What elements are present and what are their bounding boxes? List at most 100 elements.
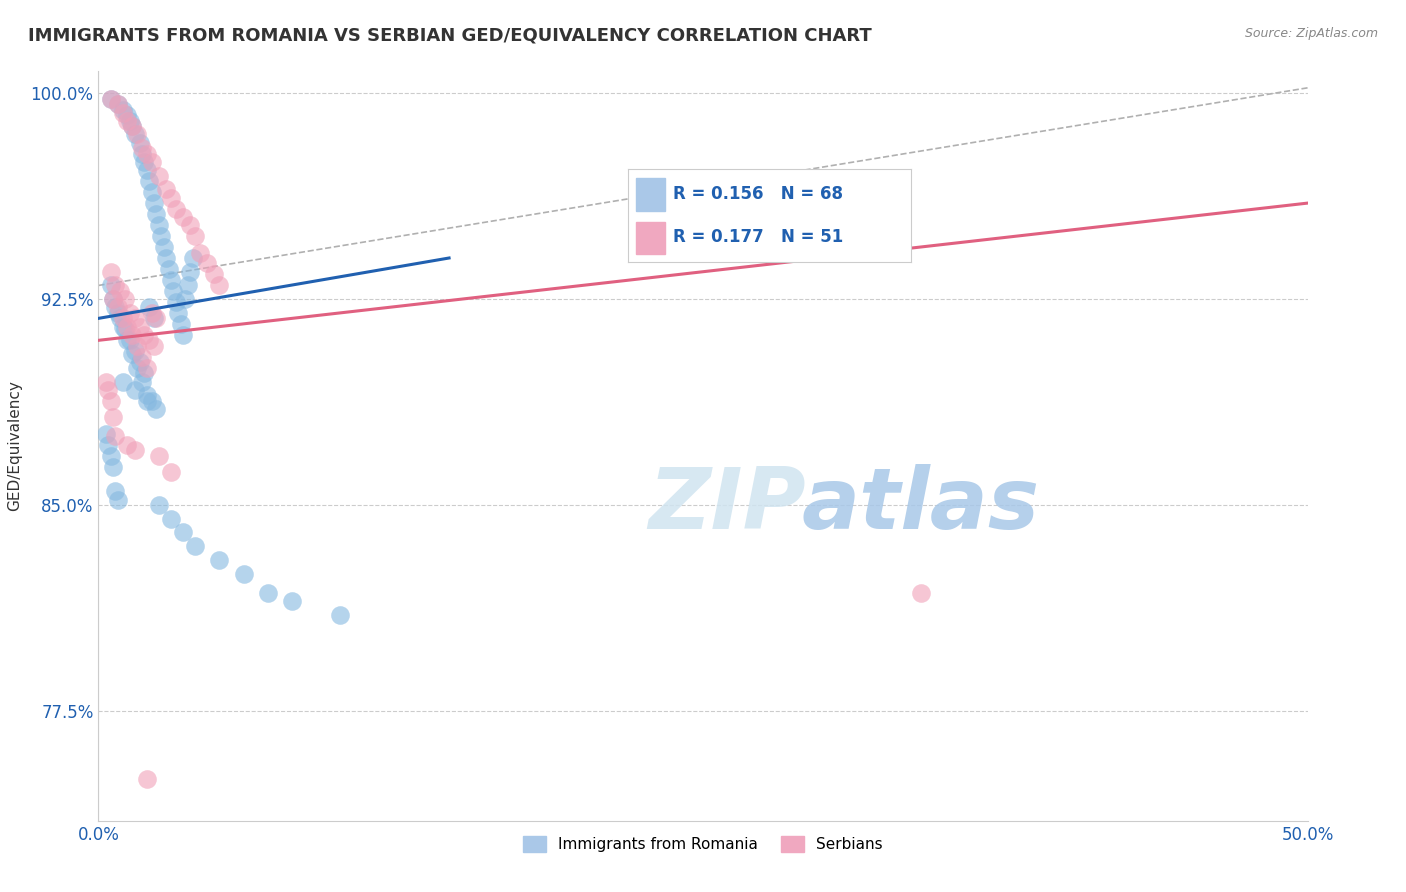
Legend: Immigrants from Romania, Serbians: Immigrants from Romania, Serbians xyxy=(517,830,889,858)
Point xyxy=(117,108,139,122)
Bar xyxy=(637,178,665,211)
Point xyxy=(94,375,117,389)
Point xyxy=(100,265,122,279)
Point xyxy=(134,155,156,169)
Point xyxy=(108,311,131,326)
Point xyxy=(160,191,183,205)
Text: atlas: atlas xyxy=(801,465,1039,548)
Point xyxy=(138,301,160,315)
Point xyxy=(101,459,124,474)
Text: R = 0.177   N = 51: R = 0.177 N = 51 xyxy=(673,228,844,246)
Point xyxy=(160,465,183,479)
Point xyxy=(148,498,170,512)
Point xyxy=(150,229,173,244)
Point xyxy=(143,339,166,353)
Point xyxy=(114,322,136,336)
Point xyxy=(135,393,157,408)
Point xyxy=(135,146,157,161)
Point xyxy=(124,383,146,397)
Point xyxy=(101,292,124,306)
Point xyxy=(141,185,163,199)
Point xyxy=(111,105,134,120)
Point xyxy=(141,393,163,408)
Point xyxy=(94,426,117,441)
Point xyxy=(184,539,207,553)
Point xyxy=(910,586,932,600)
Point xyxy=(195,256,218,270)
Text: R = 0.156   N = 68: R = 0.156 N = 68 xyxy=(673,185,844,202)
Point xyxy=(111,311,134,326)
Point xyxy=(188,245,211,260)
Point xyxy=(165,294,187,309)
Point xyxy=(148,218,170,232)
Point xyxy=(100,92,122,106)
Point xyxy=(160,512,183,526)
Point xyxy=(138,334,160,348)
Point xyxy=(135,163,157,178)
Point xyxy=(121,327,143,342)
Point xyxy=(232,566,254,581)
Point xyxy=(181,251,204,265)
Point xyxy=(134,327,156,342)
Point xyxy=(155,251,177,265)
Point xyxy=(128,319,150,334)
Point xyxy=(157,262,180,277)
Point xyxy=(155,182,177,196)
Point xyxy=(127,339,149,353)
Point xyxy=(117,113,139,128)
Point xyxy=(145,401,167,416)
Point xyxy=(111,375,134,389)
Point xyxy=(172,210,194,224)
Point xyxy=(131,350,153,364)
Point xyxy=(121,347,143,361)
Point xyxy=(97,383,120,397)
Point xyxy=(100,393,122,408)
Point xyxy=(111,103,134,117)
Point xyxy=(162,284,184,298)
Point xyxy=(114,292,136,306)
Point xyxy=(145,207,167,221)
Point xyxy=(152,240,174,254)
Point xyxy=(329,607,352,622)
Point xyxy=(104,484,127,499)
Text: Source: ZipAtlas.com: Source: ZipAtlas.com xyxy=(1244,27,1378,40)
Point xyxy=(145,311,167,326)
Point xyxy=(174,292,197,306)
Point xyxy=(121,120,143,134)
Point xyxy=(204,268,226,282)
Point xyxy=(160,273,183,287)
Point xyxy=(107,492,129,507)
Point xyxy=(117,319,139,334)
Point xyxy=(127,360,149,375)
Point xyxy=(281,594,304,608)
Point xyxy=(131,141,153,155)
Point xyxy=(134,366,156,380)
Point xyxy=(135,388,157,402)
Point xyxy=(104,301,127,315)
Point xyxy=(208,278,231,293)
Point xyxy=(172,327,194,342)
Point xyxy=(143,311,166,326)
Point xyxy=(124,311,146,326)
Point xyxy=(177,278,200,293)
Point xyxy=(208,553,231,567)
Point xyxy=(179,218,201,232)
Point xyxy=(135,360,157,375)
Point xyxy=(118,113,141,128)
Point xyxy=(184,229,207,244)
Point xyxy=(104,429,127,443)
Point xyxy=(107,97,129,112)
Point xyxy=(169,317,191,331)
Point xyxy=(138,174,160,188)
Text: ZIP: ZIP xyxy=(648,465,806,548)
Point xyxy=(135,772,157,787)
Point xyxy=(128,355,150,369)
Point xyxy=(107,97,129,112)
Point xyxy=(118,334,141,348)
Point xyxy=(107,301,129,315)
Y-axis label: GED/Equivalency: GED/Equivalency xyxy=(7,381,22,511)
Point xyxy=(143,196,166,211)
Point xyxy=(148,169,170,183)
Point xyxy=(101,410,124,425)
Point xyxy=(108,284,131,298)
